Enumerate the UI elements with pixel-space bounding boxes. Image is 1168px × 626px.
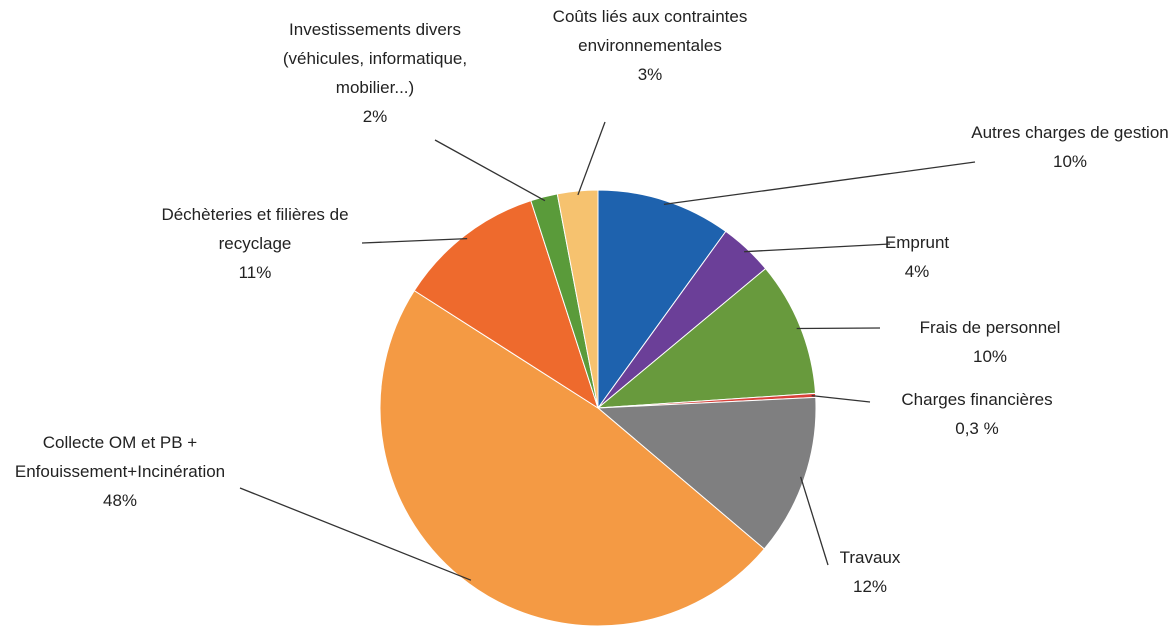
- category-label: Collecte OM et PB + Enfouissement+Inciné…: [14, 433, 226, 481]
- category-label: Coûts liés aux contraintes environnement…: [552, 7, 748, 55]
- category-label: Charges financières: [901, 390, 1053, 409]
- slice-label: Déchèteries et filières de recyclage 11%: [140, 200, 370, 287]
- value-label: 4%: [904, 262, 930, 281]
- category-label: Frais de personnel: [919, 318, 1061, 337]
- category-label: Travaux: [839, 548, 901, 567]
- leader-line: [663, 161, 976, 206]
- leader-line: [434, 139, 546, 202]
- slice-label: Coûts liés aux contraintes environnement…: [540, 2, 760, 89]
- slice-label: Emprunt 4%: [862, 228, 972, 286]
- slice-label: Collecte OM et PB + Enfouissement+Inciné…: [0, 428, 240, 515]
- value-label: 48%: [102, 491, 138, 510]
- category-label: Déchèteries et filières de recyclage: [161, 205, 349, 253]
- leader-line: [361, 237, 468, 244]
- leader-line: [239, 487, 472, 581]
- leader-line: [811, 394, 871, 403]
- value-label: 2%: [362, 107, 388, 126]
- leader-line: [744, 243, 891, 253]
- pie-slice: [379, 289, 765, 626]
- value-label: 3%: [637, 65, 663, 84]
- pie-slice: [556, 189, 599, 409]
- value-label: 11%: [238, 263, 272, 282]
- pie-slice: [596, 267, 817, 409]
- leader-line: [577, 121, 606, 196]
- pie-slice: [597, 189, 727, 410]
- slice-label: Investissements divers (véhicules, infor…: [270, 15, 480, 131]
- category-label: Investissements divers (véhicules, infor…: [282, 20, 468, 97]
- category-label: Autres charges de gestion: [971, 123, 1168, 142]
- value-label: 12%: [852, 577, 888, 596]
- pie-slice: [413, 199, 599, 410]
- slice-label: Charges financières 0,3 %: [862, 385, 1092, 443]
- slice-label: Travaux 12%: [815, 543, 925, 601]
- slice-label: Autres charges de gestion 10%: [965, 118, 1168, 176]
- value-label: 10%: [1052, 152, 1088, 171]
- pie-slice: [596, 396, 817, 550]
- slice-label: Frais de personnel 10%: [870, 313, 1110, 371]
- category-label: Emprunt: [884, 233, 950, 252]
- value-label: 10%: [972, 347, 1008, 366]
- leader-line: [800, 476, 829, 566]
- leader-line: [796, 327, 881, 330]
- value-label: 0,3 %: [955, 419, 999, 438]
